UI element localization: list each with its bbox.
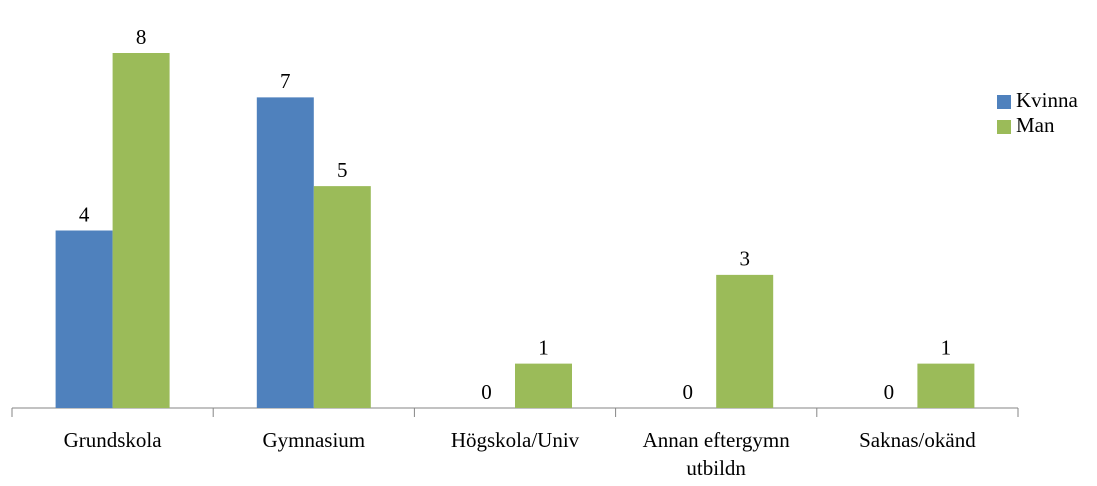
x-tick-label: Annan eftergymn utbildn <box>642 428 790 480</box>
legend-label: Kvinna <box>1016 88 1079 112</box>
bar <box>112 53 170 408</box>
legend-label: Man <box>1016 113 1055 137</box>
data-label: 1 <box>941 335 952 359</box>
bar <box>256 97 314 408</box>
bar <box>313 186 371 408</box>
data-label: 7 <box>280 69 291 93</box>
bar <box>716 274 774 408</box>
data-label: 0 <box>682 380 693 404</box>
x-tick-label: Gymnasium <box>262 428 366 452</box>
legend-swatch <box>997 120 1011 134</box>
x-tick-label: Grundskola <box>63 428 162 452</box>
data-label: 3 <box>739 247 750 271</box>
data-label: 5 <box>337 158 348 182</box>
data-label: 1 <box>538 335 549 359</box>
data-label: 4 <box>79 202 90 226</box>
bar <box>55 230 113 408</box>
data-label: 0 <box>884 380 895 404</box>
bar <box>917 363 975 408</box>
x-tick-label: Saknas/okänd <box>859 428 976 452</box>
bar <box>515 363 572 408</box>
legend-swatch <box>997 95 1011 109</box>
x-tick-label: Högskola/Univ <box>450 428 580 452</box>
data-label: 8 <box>136 25 147 49</box>
data-label: 0 <box>481 380 492 404</box>
